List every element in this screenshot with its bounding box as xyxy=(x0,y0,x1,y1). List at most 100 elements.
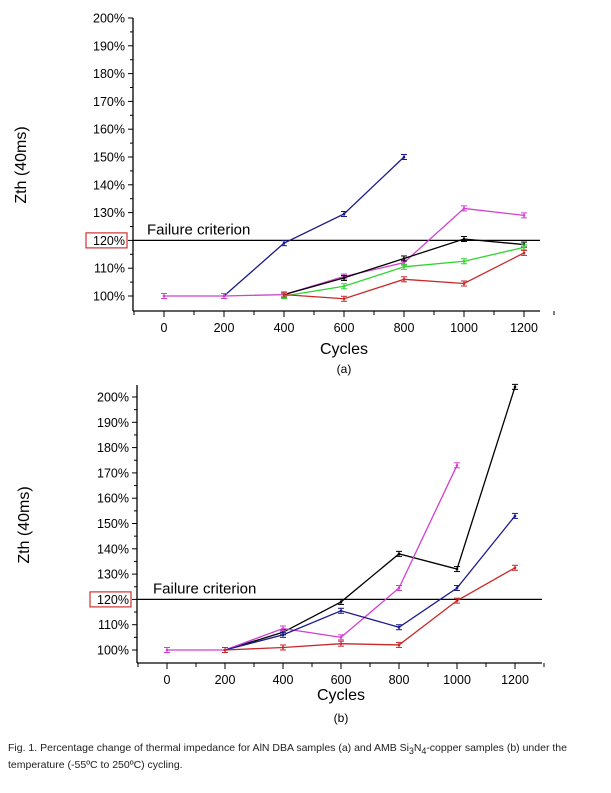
data-point xyxy=(397,552,401,556)
data-point xyxy=(402,265,406,269)
data-point xyxy=(455,586,459,590)
panel-label: (b) xyxy=(334,711,349,725)
data-point xyxy=(462,259,466,263)
data-point xyxy=(455,567,459,571)
data-point xyxy=(342,284,346,288)
y-tick-label: 140% xyxy=(97,542,129,556)
x-axis-title: Cycles xyxy=(317,687,365,704)
caption-sub-4: 4 xyxy=(421,746,427,757)
data-point xyxy=(281,627,285,630)
y-tick-label: 150% xyxy=(93,151,125,165)
panel-label: (a) xyxy=(337,362,352,376)
y-axis-title: Zth (40ms) xyxy=(16,486,33,563)
data-point xyxy=(282,241,286,245)
y-tick-label: 190% xyxy=(93,39,125,53)
data-point xyxy=(397,643,401,647)
data-point xyxy=(281,633,285,637)
y-tick-label: 130% xyxy=(97,568,129,582)
y-tick-label: 180% xyxy=(97,441,129,455)
y-tick-label: 110% xyxy=(94,262,125,276)
x-tick-label: 800 xyxy=(394,321,415,335)
y-tick-label: 100% xyxy=(93,290,125,304)
y-tick-label: 130% xyxy=(93,206,125,220)
y-tick-label: 170% xyxy=(93,95,125,109)
x-axis-title: Cycles xyxy=(320,341,368,358)
x-tick-label: 800 xyxy=(389,673,410,687)
series-line-blue xyxy=(223,156,405,297)
data-point xyxy=(513,566,517,570)
y-tick-label: 200% xyxy=(93,12,125,26)
x-tick-label: 200 xyxy=(214,321,235,335)
series-line-blue xyxy=(224,515,516,651)
data-point xyxy=(397,586,401,590)
data-point xyxy=(402,257,406,260)
data-point xyxy=(342,212,346,216)
data-point xyxy=(462,237,466,241)
y-tick-label: 160% xyxy=(97,492,129,506)
data-point xyxy=(513,514,517,518)
y-tick-label: 120% xyxy=(93,234,125,248)
y-tick-label: 120% xyxy=(97,593,129,607)
x-tick-label: 0 xyxy=(161,321,168,335)
caption-mid: N xyxy=(413,742,422,754)
data-point xyxy=(222,294,226,298)
data-point xyxy=(402,278,406,281)
data-point xyxy=(281,646,285,649)
x-tick-label: 400 xyxy=(274,321,295,335)
data-point xyxy=(165,648,169,652)
y-tick-label: 180% xyxy=(93,67,125,81)
data-point xyxy=(282,293,286,296)
data-point xyxy=(223,648,227,652)
chart-panel-b: 100% 110% 120% 130% 140% 150% 160% 170% 180% 190%… xyxy=(16,383,545,725)
x-tick-label: 600 xyxy=(334,321,355,335)
data-point xyxy=(402,155,406,159)
series-line-magenta xyxy=(167,465,458,651)
series-black xyxy=(222,383,518,653)
failure-criterion-label: Failure criterion xyxy=(147,221,250,238)
series-green xyxy=(281,244,527,299)
x-tick-label: 0 xyxy=(164,673,171,687)
data-point xyxy=(339,609,343,613)
y-tick-label: 200% xyxy=(97,391,129,405)
x-tick-label: 1200 xyxy=(501,673,529,687)
highlight-box xyxy=(89,591,132,608)
data-point xyxy=(162,294,166,298)
data-point xyxy=(342,297,346,301)
data-point xyxy=(462,207,466,210)
y-tick-label: 150% xyxy=(97,517,129,531)
highlight-box xyxy=(85,232,128,249)
data-point xyxy=(342,276,346,280)
caption-sub-3: 3 xyxy=(408,746,414,757)
series-line-red xyxy=(224,567,516,651)
data-point xyxy=(522,246,526,249)
series-line-black xyxy=(224,386,516,651)
x-tick-label: 1200 xyxy=(510,321,538,335)
data-point xyxy=(455,464,459,467)
y-tick-label: 190% xyxy=(97,416,129,430)
data-point xyxy=(522,251,526,255)
x-tick-label: 1000 xyxy=(450,321,478,335)
y-tick-label: 140% xyxy=(93,178,125,192)
series-blue xyxy=(222,512,518,653)
chart-panel-a: 100% 110% 120% 130% 140% 150% 160% 170% 180% 190%… xyxy=(13,12,555,376)
series-magenta xyxy=(164,462,460,653)
data-point xyxy=(339,636,343,639)
x-tick-label: 200 xyxy=(215,673,236,687)
data-point xyxy=(339,642,343,645)
data-point xyxy=(402,261,406,264)
data-point xyxy=(455,599,459,602)
x-tick-label: 1000 xyxy=(443,673,471,687)
y-axis-title: Zth (40ms) xyxy=(13,126,30,203)
data-point xyxy=(462,282,466,285)
series-red xyxy=(222,564,518,653)
data-point xyxy=(397,625,401,629)
data-point xyxy=(339,600,343,604)
data-point xyxy=(522,214,526,217)
caption-prefix: Fig. 1. Percentage change of thermal imp… xyxy=(8,742,409,754)
y-tick-label: 170% xyxy=(97,466,129,480)
figure-caption: Fig. 1. Percentage change of thermal imp… xyxy=(8,741,608,772)
y-tick-label: 100% xyxy=(97,644,129,658)
x-tick-label: 400 xyxy=(273,673,294,687)
caption-suffix: -copper samples (b) under the temperatur… xyxy=(8,742,567,772)
